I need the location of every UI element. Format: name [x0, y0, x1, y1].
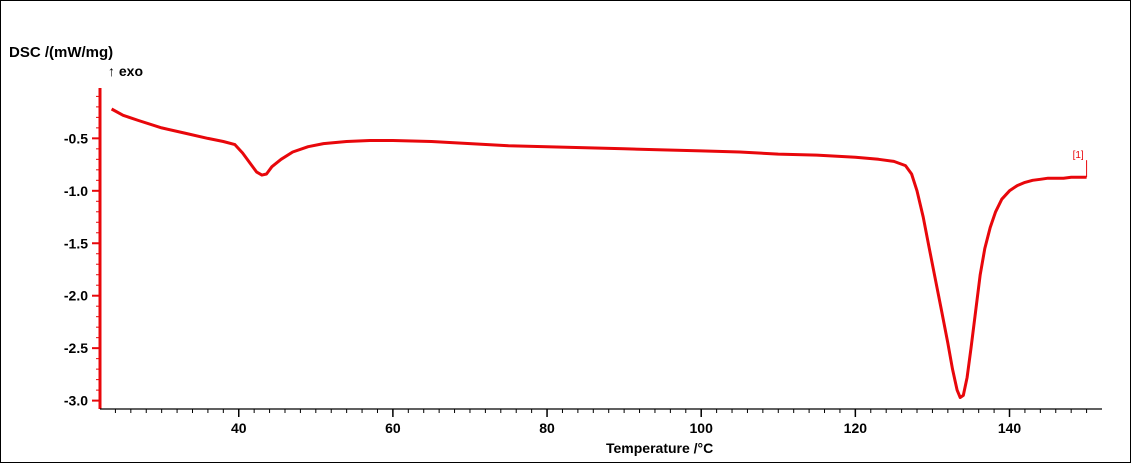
y-ticks: -0.5 -1.0 -1.5 -2.0 -2.5 -3.0 [64, 95, 100, 409]
x-ticks: 40 60 80 100 120 140 [114, 409, 1088, 436]
x-tick-label: 100 [690, 420, 714, 436]
x-axis-label: Temperature /°C [606, 440, 714, 456]
exo-direction-label: ↑ exo [108, 63, 144, 79]
dsc-curve [110, 107, 1087, 399]
x-tick-label: 40 [231, 420, 247, 436]
x-tick-label: 60 [385, 420, 401, 436]
y-tick-label: -2.0 [64, 288, 88, 304]
curve-label: [1] [1073, 150, 1084, 161]
y-tick-label: -2.5 [64, 340, 88, 356]
y-tick-label: -1.0 [64, 183, 88, 199]
y-axis-label: DSC /(mW/mg) [9, 44, 114, 61]
y-tick-label: -3.0 [64, 393, 88, 409]
x-tick-label: 140 [998, 420, 1022, 436]
x-tick-label: 80 [539, 420, 555, 436]
x-tick-label: 120 [844, 420, 868, 436]
y-tick-label: -0.5 [64, 130, 88, 146]
y-tick-label: -1.5 [64, 235, 88, 251]
